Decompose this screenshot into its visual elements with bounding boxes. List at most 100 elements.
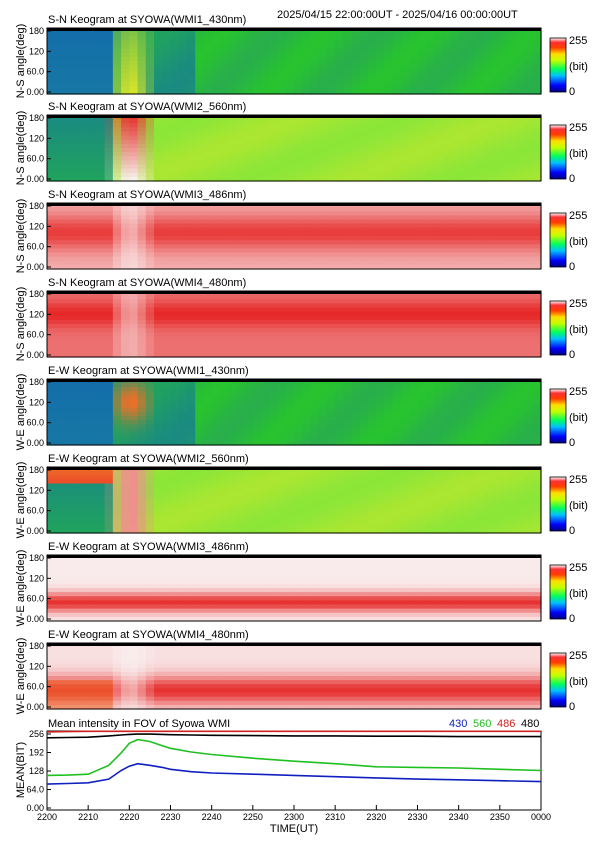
header-range-text: 2025/04/15 22:00:00UT - 2025/04/16 00:00… [277, 9, 518, 21]
keogram-panel-sn-430: S-N Keogram at SYOWA(WMI1_430nm) 180 120 60… [15, 14, 588, 98]
colorbar-max-label: 255 [569, 35, 587, 47]
y-tick-label: 180 [29, 289, 44, 299]
panel-title: S-N Keogram at SYOWA(WMI2_560nm) [48, 101, 246, 113]
colorbar-max-label: 255 [569, 122, 587, 134]
y-tick-label: 0.00 [26, 438, 44, 448]
legend-label-430: 430 [449, 718, 467, 730]
series-legend: 430 560 486 480 [449, 718, 539, 730]
panel-y-axis-label: W-E angle(deg) [15, 462, 27, 539]
colorbar-unit-label: (bit) [569, 61, 588, 73]
colorbar [549, 476, 567, 532]
top-edge [47, 467, 541, 470]
colorbar-unit-label: (bit) [569, 148, 588, 160]
x-tick-label: 2240 [202, 812, 222, 822]
x-tick-label: 2250 [243, 812, 263, 822]
keogram-panel-ew-486: E-W Keogram at SYOWA(WMI3_486nm) 180 120 60… [15, 541, 588, 626]
y-tick-label: 0.00 [26, 614, 44, 624]
keogram-panels: S-N Keogram at SYOWA(WMI1_430nm) 180 120 60… [15, 14, 588, 714]
y-tick-label: 120 [29, 221, 44, 231]
x-axis-label: TIME(UT) [270, 823, 318, 835]
keogram-panel-ew-430: E-W Keogram at SYOWA(WMI1_430nm) 180 120 60… [15, 365, 588, 450]
colorbar [549, 564, 567, 620]
y-tick-label: 180 [29, 553, 44, 563]
y-tick-label: 0.00 [26, 350, 44, 360]
colorbar-max-label: 255 [569, 298, 587, 310]
colorbar-min-label: 0 [569, 261, 575, 273]
panel-y-axis-label: W-E angle(deg) [15, 374, 27, 451]
panel-title: S-N Keogram at SYOWA(WMI1_430nm) [48, 14, 246, 26]
y-tick-label: 120 [29, 661, 44, 671]
colorbar-min-label: 0 [569, 701, 575, 713]
mean-y-ticks: 256 192 128 64.0 0.00 [26, 729, 51, 813]
keogram-panel-sn-486: S-N Keogram at SYOWA(WMI3_486nm) 180 120 60… [15, 189, 588, 273]
legend-label-486: 486 [497, 718, 515, 730]
panel-y-axis-label: N-S angle(deg) [15, 199, 27, 274]
y-tick-label: 120 [29, 573, 44, 583]
colorbar-unit-label: (bit) [569, 500, 588, 512]
x-tick-label: 2220 [119, 812, 139, 822]
colorbar [549, 37, 567, 93]
y-tick-label: 120 [29, 309, 44, 319]
x-tick-label: 2200 [37, 812, 57, 822]
y-tick-label: 180 [29, 641, 44, 651]
y-tick-label: 0.00 [26, 702, 44, 712]
y-tick-label: 60.0 [26, 242, 44, 252]
panel-frame [46, 554, 542, 622]
panel-y-axis-label: N-S angle(deg) [15, 111, 27, 186]
colorbar-min-label: 0 [569, 86, 575, 98]
colorbar [549, 124, 567, 180]
series-line-480 [46, 733, 541, 739]
time-axis: 2200 2210 2220 2230 2240 2250 2300 2310 2320 2330… [37, 805, 551, 822]
colorbar-unit-label: (bit) [569, 236, 588, 248]
mean-lines [46, 730, 542, 785]
colorbar-min-label: 0 [569, 437, 575, 449]
panel-title: E-W Keogram at SYOWA(WMI4_480nm) [48, 629, 249, 641]
colorbar-unit-label: (bit) [569, 412, 588, 424]
top-edge [47, 203, 541, 206]
legend-label-480: 480 [521, 718, 539, 730]
colorbar-max-label: 255 [569, 210, 587, 222]
panel-title: S-N Keogram at SYOWA(WMI3_486nm) [48, 189, 246, 201]
keogram-image [47, 291, 542, 358]
top-edge [47, 115, 541, 118]
keogram-panel-sn-560: S-N Keogram at SYOWA(WMI2_560nm) 180 120 60… [15, 101, 588, 185]
mean-y-axis-label: MEAN(BIT) [15, 742, 27, 798]
y-tick-label: 60.0 [26, 418, 44, 428]
panel-frame [46, 466, 542, 534]
y-tick-label: 60.0 [26, 506, 44, 516]
x-tick-label: 0000 [531, 812, 551, 822]
x-tick-label: 2300 [284, 812, 304, 822]
colorbar [549, 300, 567, 356]
colorbar-unit-label: (bit) [569, 676, 588, 688]
y-tick-label: 60.0 [26, 682, 44, 692]
y-tick-label: 180 [29, 113, 44, 123]
series-line-560 [46, 738, 542, 777]
top-edge [47, 643, 541, 646]
keogram-image [47, 643, 542, 710]
x-tick-label: 2210 [78, 812, 98, 822]
top-edge [47, 379, 541, 382]
y-tick-label: 0.00 [26, 526, 44, 536]
colorbar-max-label: 255 [569, 386, 587, 398]
panel-title: E-W Keogram at SYOWA(WMI1_430nm) [48, 365, 249, 377]
colorbar-min-label: 0 [569, 173, 575, 185]
y-tick-label: 120 [29, 133, 44, 143]
mean-intensity-panel: Mean intensity in FOV of Syowa WMI 430 56… [15, 718, 542, 813]
y-tick-label: 120 [29, 485, 44, 495]
panel-y-axis-label: N-S angle(deg) [15, 287, 27, 362]
y-tick-label: 120 [29, 46, 44, 56]
mean-y-tick-label: 256 [29, 729, 44, 739]
keogram-image [47, 379, 542, 446]
mean-y-tick-label: 0.00 [26, 803, 44, 813]
y-tick-label: 60.0 [26, 330, 44, 340]
keogram-image [47, 115, 542, 182]
colorbar-max-label: 255 [569, 474, 587, 486]
panel-y-axis-label: W-E angle(deg) [15, 638, 27, 715]
legend-label-560: 560 [473, 718, 491, 730]
top-edge [47, 28, 541, 31]
panel-y-axis-label: N-S angle(deg) [15, 24, 27, 99]
x-tick-label: 2320 [366, 812, 386, 822]
keogram-panel-sn-480: S-N Keogram at SYOWA(WMI4_480nm) 180 120 60… [15, 277, 588, 361]
y-tick-label: 180 [29, 377, 44, 387]
panel-title: E-W Keogram at SYOWA(WMI3_486nm) [48, 541, 249, 553]
